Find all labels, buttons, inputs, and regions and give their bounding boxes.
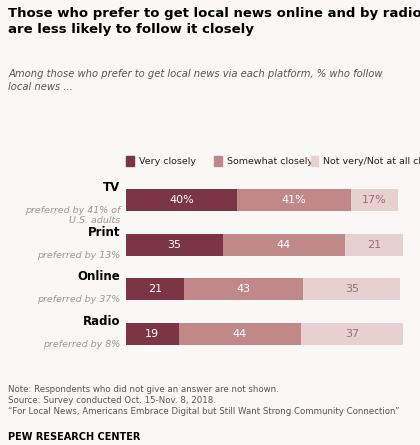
Text: 17%: 17% — [362, 195, 386, 205]
Bar — [303, 278, 400, 300]
Text: Those who prefer to get local news online and by radio
are less likely to follow: Those who prefer to get local news onlin… — [8, 7, 420, 36]
Bar — [223, 234, 345, 256]
Bar — [345, 234, 403, 256]
Text: Print: Print — [88, 226, 121, 239]
Bar — [126, 189, 237, 211]
Bar — [126, 323, 178, 345]
Text: 19: 19 — [145, 329, 160, 339]
Text: preferred by 37%: preferred by 37% — [37, 295, 121, 304]
Bar — [126, 278, 184, 300]
Text: 44: 44 — [277, 240, 291, 250]
Text: 40%: 40% — [169, 195, 194, 205]
Text: 21: 21 — [148, 284, 162, 294]
Text: Source: Survey conducted Oct. 15-Nov. 8, 2018.: Source: Survey conducted Oct. 15-Nov. 8,… — [8, 396, 216, 405]
Text: Somewhat closely: Somewhat closely — [227, 157, 313, 166]
Text: 41%: 41% — [281, 195, 306, 205]
Bar — [184, 278, 303, 300]
Text: 43: 43 — [237, 284, 251, 294]
Text: 44: 44 — [233, 329, 247, 339]
Text: 35: 35 — [345, 284, 359, 294]
Text: “For Local News, Americans Embrace Digital but Still Want Strong Community Conne: “For Local News, Americans Embrace Digit… — [8, 407, 400, 416]
Text: Among those who prefer to get local news via each platform, % who follow
local n: Among those who prefer to get local news… — [8, 69, 383, 92]
Text: preferred by 8%: preferred by 8% — [43, 340, 121, 348]
Bar — [126, 234, 223, 256]
Text: Very closely: Very closely — [139, 157, 196, 166]
Text: Radio: Radio — [83, 315, 121, 328]
Bar — [178, 323, 301, 345]
Text: Note: Respondents who did not give an answer are not shown.: Note: Respondents who did not give an an… — [8, 385, 279, 394]
Text: Online: Online — [78, 271, 121, 283]
Text: PEW RESEARCH CENTER: PEW RESEARCH CENTER — [8, 432, 141, 441]
Text: preferred by 13%: preferred by 13% — [37, 251, 121, 259]
Text: Not very/Not at all closely: Not very/Not at all closely — [323, 157, 420, 166]
Bar — [237, 189, 351, 211]
Text: 37: 37 — [345, 329, 359, 339]
Bar — [351, 189, 398, 211]
Bar — [301, 323, 403, 345]
Text: TV: TV — [103, 182, 121, 194]
Text: 21: 21 — [367, 240, 381, 250]
Text: preferred by 41% of
U.S. adults: preferred by 41% of U.S. adults — [25, 206, 121, 226]
Text: 35: 35 — [168, 240, 181, 250]
